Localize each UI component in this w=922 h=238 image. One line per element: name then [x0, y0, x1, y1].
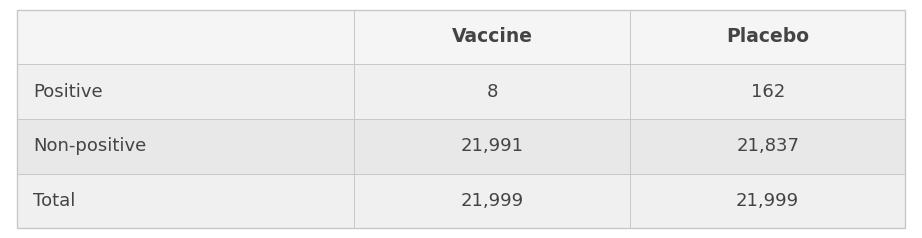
Bar: [630, 119, 905, 174]
Text: Non-positive: Non-positive: [33, 137, 147, 155]
Bar: [630, 174, 905, 228]
Text: Vaccine: Vaccine: [452, 27, 533, 46]
Bar: [354, 119, 630, 174]
Bar: [630, 64, 905, 119]
Bar: [354, 174, 630, 228]
Bar: [354, 64, 630, 119]
Text: 21,837: 21,837: [736, 137, 799, 155]
Text: 21,999: 21,999: [736, 192, 799, 210]
Bar: [17, 174, 354, 228]
Text: Positive: Positive: [33, 83, 103, 101]
Text: Placebo: Placebo: [727, 27, 810, 46]
Bar: [630, 10, 905, 64]
Bar: [17, 64, 354, 119]
Text: 21,991: 21,991: [461, 137, 524, 155]
Text: Total: Total: [33, 192, 76, 210]
Bar: [17, 10, 354, 64]
Bar: [17, 119, 354, 174]
Text: 21,999: 21,999: [461, 192, 524, 210]
Bar: [354, 10, 630, 64]
Text: 162: 162: [751, 83, 785, 101]
Text: 8: 8: [487, 83, 498, 101]
